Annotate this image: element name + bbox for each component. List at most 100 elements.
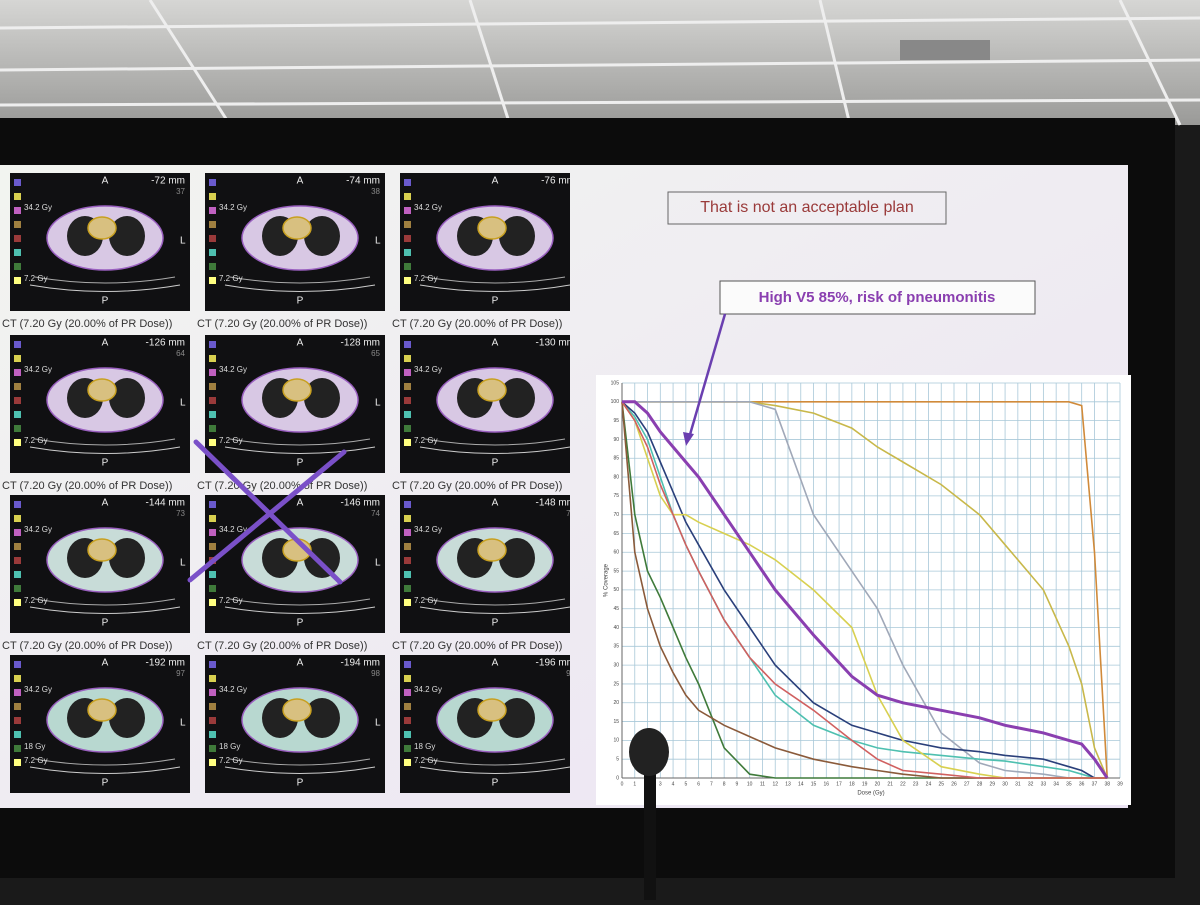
dose-label: 34.2 Gy xyxy=(24,203,52,212)
x-tick-label: 33 xyxy=(1041,781,1047,787)
couch xyxy=(424,598,566,606)
slice-number: 38 xyxy=(371,187,380,196)
x-tick-label: 34 xyxy=(1053,781,1059,787)
legend-swatch xyxy=(404,759,411,766)
dose-label: 34.2 Gy xyxy=(24,685,52,694)
orientation-label: A xyxy=(492,176,499,187)
x-tick-label: 12 xyxy=(772,781,778,787)
target xyxy=(87,538,117,562)
legend-swatch xyxy=(209,439,216,446)
orientation-label: A xyxy=(297,658,304,669)
legend-swatch xyxy=(404,249,411,256)
orientation-label: P xyxy=(102,778,109,789)
couch xyxy=(229,438,371,446)
caption: CT (7.20 Gy (20.00% of PR Dose)) xyxy=(392,480,562,492)
couch xyxy=(419,446,570,454)
lung xyxy=(304,538,340,578)
orientation-label: A xyxy=(102,658,109,669)
y-tick-label: 50 xyxy=(613,587,619,593)
legend-swatch xyxy=(404,383,411,390)
target xyxy=(87,216,117,240)
legend-swatch xyxy=(209,355,216,362)
x-tick-label: 31 xyxy=(1015,781,1021,787)
y-tick-label: 80 xyxy=(613,474,619,480)
y-tick-label: 90 xyxy=(613,437,619,443)
legend-swatch xyxy=(404,571,411,578)
legend-swatch xyxy=(404,543,411,550)
legend-swatch xyxy=(209,689,216,696)
dose-label: 7.2 Gy xyxy=(24,596,48,605)
y-tick-label: 70 xyxy=(613,512,619,518)
orientation-label: A xyxy=(297,176,304,187)
caption: CT (7.20 Gy (20.00% of PR Dose)) xyxy=(2,480,172,492)
legend-swatch xyxy=(404,675,411,682)
x-tick-label: 11 xyxy=(760,781,765,787)
x-tick-label: 37 xyxy=(1092,781,1098,787)
legend-swatch xyxy=(404,703,411,710)
orientation-label: L xyxy=(180,558,186,569)
y-tick-label: 20 xyxy=(613,700,619,706)
x-tick-label: 14 xyxy=(798,781,804,787)
couch xyxy=(419,284,570,292)
x-tick-label: 15 xyxy=(811,781,817,787)
legend-swatch xyxy=(404,179,411,186)
dose-label: 18 Gy xyxy=(24,742,45,751)
cross-out xyxy=(187,439,347,585)
couch xyxy=(224,766,376,774)
legend-swatch xyxy=(404,193,411,200)
legend-swatch xyxy=(404,661,411,668)
dose-label: 7.2 Gy xyxy=(219,436,243,445)
caption: CT (7.20 Gy (20.00% of PR Dose)) xyxy=(197,318,367,330)
x-tick-label: 5 xyxy=(684,781,687,787)
target xyxy=(477,378,507,402)
x-tick-label: 0 xyxy=(621,781,624,787)
orientation-label: A xyxy=(102,498,109,509)
dose-label: 34.2 Gy xyxy=(219,525,247,534)
dose-label: 34.2 Gy xyxy=(219,365,247,374)
x-tick-label: 19 xyxy=(862,781,868,787)
y-tick-label: 40 xyxy=(613,625,619,631)
x-tick-label: 21 xyxy=(887,781,893,787)
legend-swatch xyxy=(209,425,216,432)
dose-label: 34.2 Gy xyxy=(414,365,442,374)
orientation-label: P xyxy=(492,778,499,789)
legend-swatch xyxy=(404,717,411,724)
y-tick-label: 55 xyxy=(613,568,619,574)
caption: CT (7.20 Gy (20.00% of PR Dose)) xyxy=(197,480,367,492)
dose-label: 7.2 Gy xyxy=(24,274,48,283)
x-tick-label: 18 xyxy=(849,781,855,787)
couch xyxy=(29,446,181,454)
dose-label: 34.2 Gy xyxy=(414,203,442,212)
legend-swatch xyxy=(14,529,21,536)
slice-depth: -130 mm xyxy=(536,338,575,349)
legend-swatch xyxy=(209,529,216,536)
couch xyxy=(29,606,181,614)
couch xyxy=(424,276,566,284)
legend-swatch xyxy=(14,207,21,214)
y-tick-label: 65 xyxy=(613,531,619,537)
y-tick-label: 105 xyxy=(611,380,620,386)
legend-swatch xyxy=(209,221,216,228)
y-tick-label: 95 xyxy=(613,418,619,424)
caption: CT (7.20 Gy (20.00% of PR Dose)) xyxy=(197,640,367,652)
target xyxy=(87,378,117,402)
legend-swatch xyxy=(404,207,411,214)
legend-swatch xyxy=(14,249,21,256)
legend-swatch xyxy=(14,193,21,200)
callout: High V5 85%, risk of pneumonitis xyxy=(759,289,996,306)
legend-swatch xyxy=(14,221,21,228)
orientation-label: P xyxy=(297,458,304,469)
legend-swatch xyxy=(14,235,21,242)
lung xyxy=(499,538,535,578)
target xyxy=(477,538,507,562)
slice-depth: -72 mm xyxy=(151,176,185,187)
target xyxy=(477,216,507,240)
dose-label: 18 Gy xyxy=(219,742,240,751)
legend-swatch xyxy=(404,439,411,446)
legend-swatch xyxy=(404,369,411,376)
legend-swatch xyxy=(209,277,216,284)
couch xyxy=(419,606,570,614)
